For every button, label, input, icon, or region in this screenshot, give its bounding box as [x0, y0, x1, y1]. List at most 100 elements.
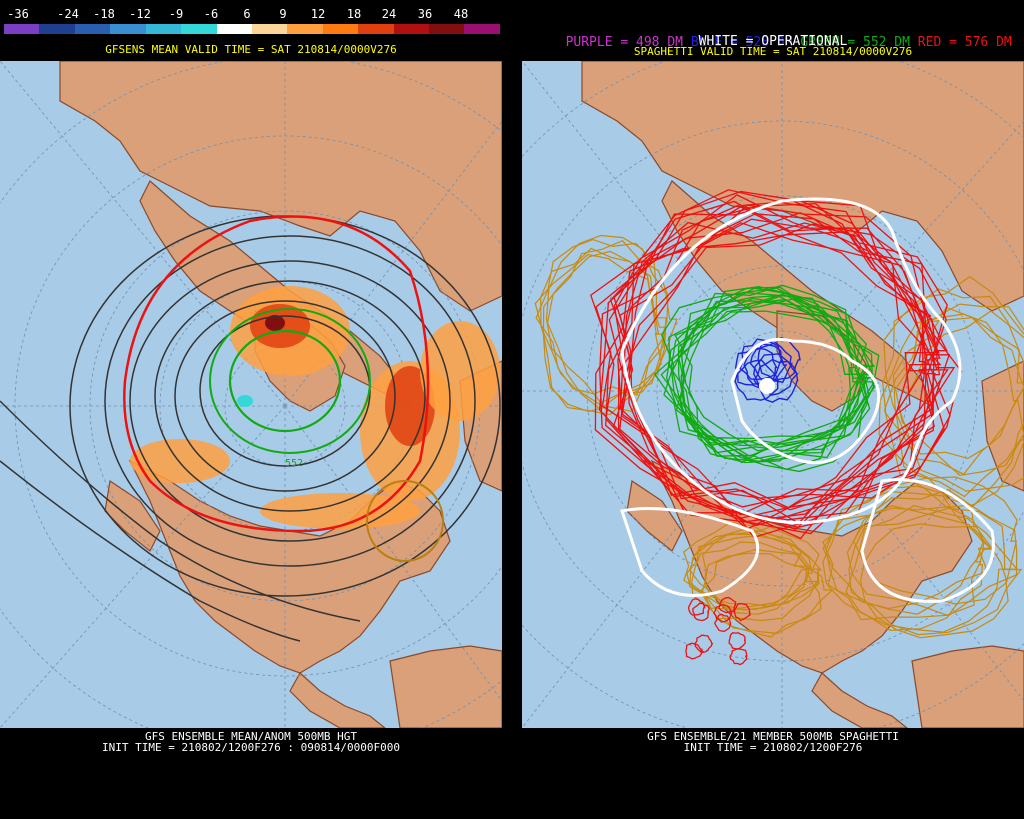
ensemble-member-contour	[687, 598, 706, 616]
ensemble-member-contour	[848, 507, 1023, 636]
ensemble-mean-panel: -36 -24 -18 -12 -9 -6 6 9 12 18 24 36 48…	[0, 0, 502, 819]
legend-swatch	[287, 24, 323, 34]
legend-tick: 24	[381, 7, 397, 21]
legend-swatch	[4, 24, 40, 34]
ensemble-member-contour	[878, 313, 1024, 498]
contour-green-outer	[209, 308, 371, 454]
ensemble-member-contour	[685, 642, 704, 660]
ensemble-member-contour	[734, 359, 780, 401]
ensemble-member-contour	[701, 552, 822, 638]
panel-divider	[502, 0, 522, 819]
central-america-land	[289, 672, 386, 728]
ensemble-member-contour	[608, 212, 941, 540]
legend-blue: BLUE = 528 DM	[690, 35, 793, 50]
ensemble-member-contour	[728, 632, 746, 650]
legend-swatch	[358, 24, 394, 34]
ensemble-member-contour	[660, 300, 867, 457]
legend-swatch	[110, 24, 146, 34]
legend-tick: -6	[203, 7, 219, 21]
legend-tick: -9	[168, 7, 184, 21]
ensemble-member-contour	[753, 358, 799, 403]
ensemble-member-contour	[713, 613, 732, 632]
legend-swatch	[322, 24, 359, 34]
legend-tick: 36	[417, 7, 433, 21]
legend-swatch	[181, 24, 217, 34]
spaghetti-panel: PURPLE = 498 DM BLUE = 528 DM GREEN = 55…	[522, 0, 1024, 819]
legend-purple: PURPLE = 498 DM	[565, 35, 683, 50]
ensemble-member-contour	[883, 275, 1024, 460]
legend-swatch	[393, 24, 430, 34]
ensemble-member-contour	[700, 549, 834, 635]
legend-swatch	[145, 24, 182, 34]
ensemble-member-contour	[853, 476, 1018, 605]
spaghetti-title-line1: GFS ENSEMBLE/21 MEMBER 500MB SPAGHETTI	[647, 730, 899, 743]
ensemble-member-contour	[822, 485, 992, 610]
ensemble-member-contour	[713, 604, 733, 623]
ensemble-member-contour	[691, 541, 818, 622]
legend-swatch	[74, 24, 111, 34]
ensemble-member-contour	[613, 194, 941, 525]
legend-tick: -36	[7, 7, 29, 21]
ensemble-member-contour	[668, 284, 872, 440]
south-america-land	[389, 645, 502, 728]
spaghetti-title-line2: INIT TIME = 210802/1200F276	[683, 741, 863, 754]
spaghetti-map-svg	[522, 61, 1024, 728]
ensemble-member-contour	[599, 204, 932, 519]
ensemble-member-contour	[660, 287, 868, 447]
ensemble-member-contour	[882, 288, 1024, 475]
ensemble-member-contour	[683, 521, 808, 611]
spaghetti-map	[522, 61, 1024, 728]
legend-swatch	[39, 24, 75, 34]
legend-swatch	[429, 24, 465, 34]
legend-tick: 6	[243, 7, 251, 21]
ensemble-member-contour	[545, 234, 678, 404]
ensemble-member-contour	[686, 535, 813, 615]
ensemble-member-contour	[733, 602, 751, 622]
ensemble-member-contour	[675, 299, 876, 471]
ensemble-member-contour	[892, 306, 1024, 507]
ensemble-member-contour	[613, 190, 948, 516]
ensemble-member-contour	[689, 531, 811, 611]
ensemble-member-contour	[749, 341, 793, 384]
anomaly-legend-labels: -36 -24 -18 -12 -9 -6 6 9 12 18 24 36 48	[0, 7, 502, 21]
ensemble-member-contour	[894, 303, 1024, 477]
spaghetti-color-legend: PURPLE = 498 DM BLUE = 528 DM GREEN = 55…	[522, 20, 1024, 65]
ensemble-member-contour	[692, 602, 710, 622]
contour-576-red	[123, 215, 430, 533]
ensemble-member-contour	[846, 488, 1018, 617]
spaghetti-green-members	[654, 284, 880, 473]
operational-low-center	[759, 378, 775, 394]
arctic-asia-land	[59, 61, 502, 312]
ensemble-member-contour	[757, 337, 801, 382]
ensemble-member-contour	[729, 648, 748, 666]
lat-lon-grid	[522, 61, 1024, 728]
ensemble-member-contour	[621, 204, 934, 523]
legend-swatch	[464, 24, 500, 34]
mean-title-line1: GFS ENSEMBLE MEAN/ANOM 500MB HGT	[145, 730, 357, 743]
contour-label: 552	[285, 458, 303, 469]
ensemble-member-contour	[681, 310, 880, 473]
ensemble-member-contour	[701, 526, 820, 608]
ensemble-member-contour	[590, 189, 940, 509]
legend-red: RED = 576 DM	[917, 35, 1012, 50]
ensemble-member-contour	[674, 286, 876, 452]
contour-588-gold	[366, 480, 444, 562]
mean-title-line2: INIT TIME = 210802/1200F276 : 090814/000…	[101, 741, 400, 754]
operational-contours	[620, 197, 995, 603]
legend-tick: 18	[346, 7, 362, 21]
mean-valid-time: GFSENS MEAN VALID TIME = SAT 210814/0000…	[105, 43, 397, 56]
ensemble-member-contour	[666, 295, 870, 464]
ensemble-member-contour	[859, 523, 1009, 639]
legend-tick: -24	[57, 7, 79, 21]
ensemble-member-contour	[670, 286, 856, 453]
africa-land	[981, 360, 1024, 492]
legend-tick: -18	[93, 7, 115, 21]
ensemble-member-contour	[677, 291, 874, 454]
legend-tick: 48	[453, 7, 469, 21]
spaghetti-blue-members	[734, 337, 801, 403]
legend-green: GREEN = 552 DM	[800, 35, 910, 50]
central-america-land	[811, 672, 908, 728]
anomaly-color-bar	[4, 24, 500, 34]
contour-552-green	[228, 329, 342, 433]
legend-tick: -12	[129, 7, 151, 21]
